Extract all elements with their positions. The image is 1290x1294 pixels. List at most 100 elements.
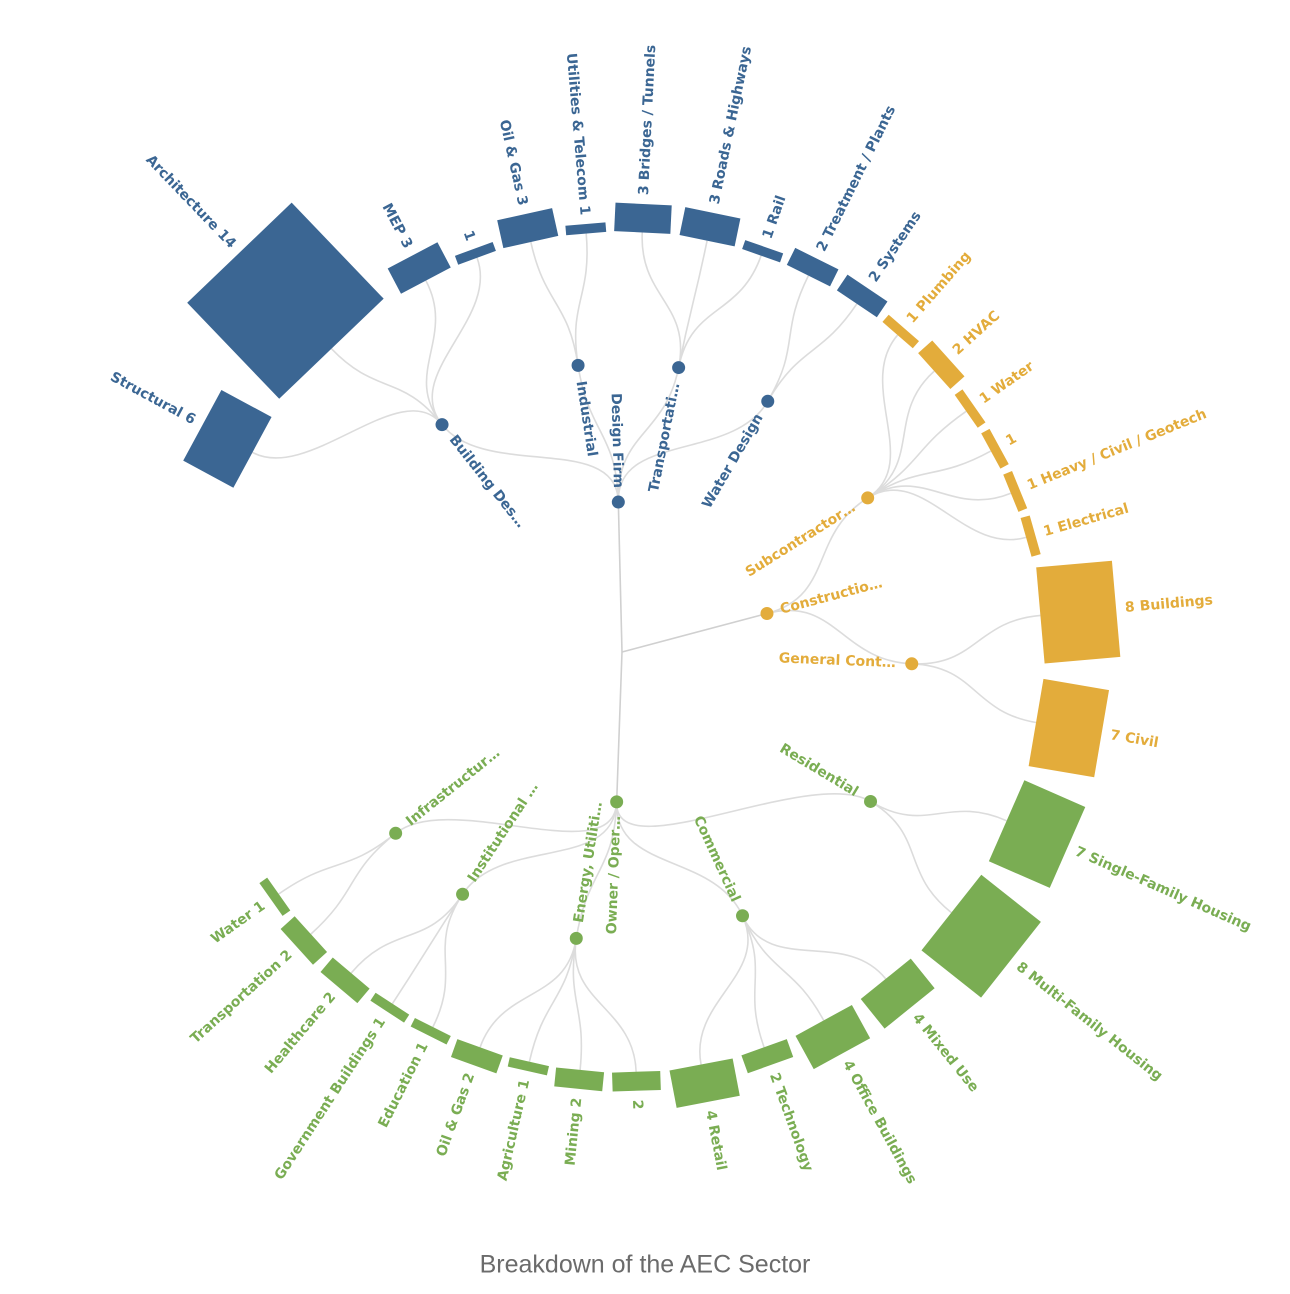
leaf-bar [795,1004,871,1070]
leaf-value: 3 [397,235,416,251]
link [395,801,618,834]
leaf-label: 4Office Buildings [839,1058,919,1187]
leaf-value: 3 [513,194,531,207]
leaf-label: MEP3 [379,201,416,251]
subgroup-label: Subcontractor… [743,500,859,581]
leaf-bar [410,1017,451,1045]
leaf-label: Mining 2 [563,1097,586,1166]
leaf-bar [320,957,370,1004]
link [577,365,620,503]
link [530,241,579,366]
link [698,915,749,1065]
link [574,938,637,1072]
link [867,334,899,499]
leaf-name: HVAC [961,308,1003,348]
leaf-label: Oil & Gas2 [434,1071,479,1159]
link [911,662,1037,724]
leaf-bar [565,222,607,236]
leaf-bar [786,247,839,287]
leaf-bar [614,202,672,234]
leaf-label: 4 Retail [702,1109,729,1172]
link [572,938,583,1070]
subgroup-node [569,931,583,945]
link [479,938,578,1048]
link [621,612,768,653]
leaf-name: Single-Family Housing [1086,850,1253,935]
leaf-value: 1 [413,1040,432,1056]
leaf-label: Structural6 [107,369,198,428]
leaf-name: Healthcare [262,1001,330,1077]
leaf-value: 14 [214,227,239,252]
leaf-label: 8Multi-Family Housing [1013,959,1165,1084]
subgroup-node [389,826,403,840]
link [870,800,1007,822]
leaf-bar [454,241,496,265]
leaf-bar [1036,560,1121,664]
leaf-name: Heavy / Civil / Geotech [1039,406,1209,488]
subgroup-node [905,657,919,671]
link [441,424,620,503]
leaf-bar [954,389,986,428]
links [252,232,1041,1072]
link [867,410,967,499]
leaf-value: 1 [370,1015,389,1032]
leaf-bar [921,874,1041,998]
leaf-value: 2 [321,989,340,1007]
leaf-value: 1 [977,389,994,408]
subgroup-label: Infrastructur… [403,745,503,830]
leaf-value: 1 [760,226,778,240]
leaf-name: Plumbing [913,249,974,316]
leaf-bar [387,242,451,294]
link [432,893,464,1028]
leaf-bar [669,1058,740,1108]
leaf-bar [1028,678,1110,778]
link [867,489,1027,541]
leaf-bar [183,389,272,488]
leaf-bar [981,428,1009,469]
link [741,915,825,1021]
leaf-name: Roads & Highways [710,45,755,191]
leaf-name: Oil & Gas [434,1085,474,1159]
link [741,915,887,980]
leaf-value: 4 [839,1058,858,1074]
subgroup-node [736,909,750,923]
subgroup-node [435,418,449,432]
leaf-label: 1Heavy / Civil / Geotech [1025,406,1209,493]
leaf-value: 1 [1003,430,1019,449]
link [867,450,992,499]
leaf-name: Agriculture [495,1092,530,1182]
subgroup-label: Transportati… [646,382,683,494]
subgroup-label: Industrial [573,380,600,458]
leaf-name: Retail [705,1124,729,1172]
link [391,893,464,1005]
leaf-bar [679,207,741,247]
leaf-label: Transportation2 [188,947,296,1047]
leaf-label: 8 Buildings [1124,592,1213,616]
leaf-label: 2Treatment / Plants [814,103,900,254]
link [431,257,482,426]
leaf-bar [860,958,935,1029]
leaf-bar [741,1039,794,1074]
link [528,938,578,1062]
subgroup-node [864,794,878,808]
leaf-label: 1 [1003,430,1019,449]
link [766,609,912,665]
leaf-name: Mixed Use [918,1022,982,1095]
leaf-name: Education [375,1053,425,1130]
link [330,348,443,426]
link [867,485,1012,501]
leaf-value: 2 [460,1071,478,1086]
leaf-name: Bridges / Tunnels [637,44,660,180]
subgroup-node [761,394,775,408]
leaf-value: 2 [866,268,885,285]
leaf-value: 7 [1073,844,1088,863]
leaf-value: 6 [182,409,198,428]
leaf-value: 7 [1109,727,1121,744]
leaf-label: 1 [460,229,478,244]
leaf-bar [1003,471,1028,512]
link [870,800,952,914]
leaf-value: 2 [814,238,833,254]
nodes [389,358,919,945]
leaf-label: Agriculture1 [495,1078,533,1182]
